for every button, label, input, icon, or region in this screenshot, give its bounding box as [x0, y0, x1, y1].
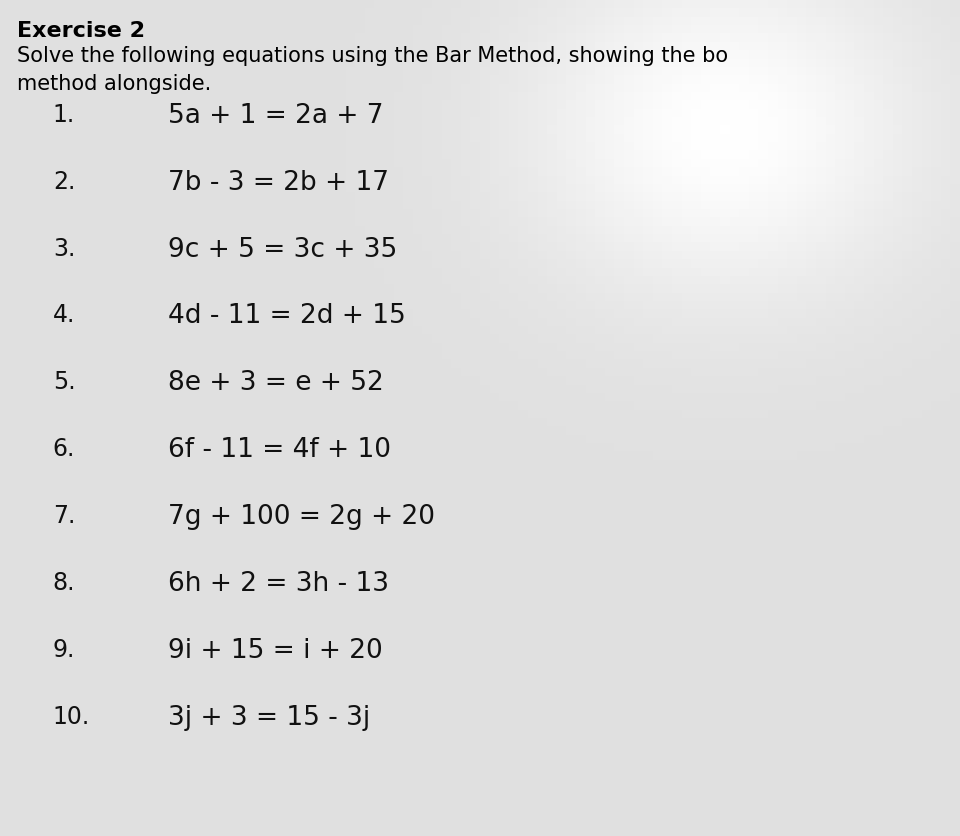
Text: 3.: 3. [53, 237, 75, 261]
Text: 9c + 5 = 3c + 35: 9c + 5 = 3c + 35 [168, 237, 397, 263]
Text: 6h + 2 = 3h - 13: 6h + 2 = 3h - 13 [168, 571, 389, 597]
Text: Exercise 2: Exercise 2 [17, 21, 145, 41]
Text: 9.: 9. [53, 638, 75, 662]
Text: 7.: 7. [53, 504, 75, 528]
Text: 6.: 6. [53, 437, 75, 461]
Text: 7g + 100 = 2g + 20: 7g + 100 = 2g + 20 [168, 504, 435, 530]
Text: 2.: 2. [53, 170, 75, 194]
Text: 8e + 3 = e + 52: 8e + 3 = e + 52 [168, 370, 384, 396]
Text: 5.: 5. [53, 370, 76, 395]
Text: 8.: 8. [53, 571, 75, 595]
Text: 4d - 11 = 2d + 15: 4d - 11 = 2d + 15 [168, 303, 406, 329]
Text: 4.: 4. [53, 303, 75, 328]
Text: method alongside.: method alongside. [17, 74, 211, 94]
Text: 5a + 1 = 2a + 7: 5a + 1 = 2a + 7 [168, 103, 383, 129]
Text: 1.: 1. [53, 103, 75, 127]
Text: 9i + 15 = i + 20: 9i + 15 = i + 20 [168, 638, 383, 664]
Text: Solve the following equations using the Bar Method, showing the bo: Solve the following equations using the … [17, 46, 729, 66]
Text: 6f - 11 = 4f + 10: 6f - 11 = 4f + 10 [168, 437, 391, 463]
Text: 3j + 3 = 15 - 3j: 3j + 3 = 15 - 3j [168, 705, 371, 731]
Text: 10.: 10. [53, 705, 90, 729]
Text: 7b - 3 = 2b + 17: 7b - 3 = 2b + 17 [168, 170, 389, 196]
